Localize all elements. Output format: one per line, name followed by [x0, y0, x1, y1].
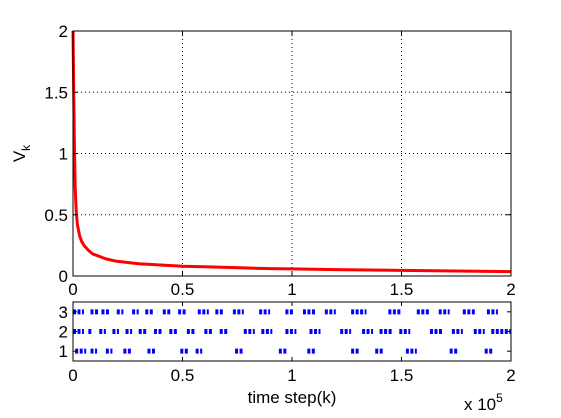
top-ticks — [72, 30, 512, 277]
top-y-tick-label: 2 — [59, 22, 68, 41]
bottom-x-axis-label: time step(k) — [248, 388, 337, 407]
bottom-y-tick-label: 2 — [59, 323, 68, 342]
top-y-tick-label: 1.5 — [44, 83, 68, 102]
bottom-x-tick-label: 1.5 — [390, 366, 414, 385]
bottom-x-tick-label: 1 — [287, 366, 296, 385]
top-x-tick-label: 2 — [506, 280, 515, 299]
top-series — [71, 30, 512, 274]
bottom-plot: 0 0.5 1 1.5 2 123 time step(k) x 105 — [59, 301, 516, 414]
bottom-ticks — [72, 302, 512, 361]
x-axis-multiplier: x 105 — [464, 391, 503, 413]
bottom-x-tick-label: 0.5 — [171, 366, 195, 385]
top-grid — [73, 31, 511, 276]
top-y-tick-label: 0 — [59, 267, 68, 286]
top-plot: 0 0.5 1 1.5 2 0 0.5 1 1.5 2 Vk — [10, 22, 516, 299]
bottom-series — [73, 309, 511, 354]
bottom-x-tick-label: 0 — [68, 366, 77, 385]
top-x-tick-label: 0 — [68, 280, 77, 299]
bottom-y-tick-labels: 123 — [59, 303, 68, 361]
bottom-x-tick-labels: 0 0.5 1 1.5 2 — [68, 366, 515, 385]
top-x-tick-labels: 0 0.5 1 1.5 2 — [68, 280, 515, 299]
top-y-tick-labels: 0 0.5 1 1.5 2 — [44, 22, 68, 286]
top-y-tick-label: 1 — [59, 145, 68, 164]
top-y-axis-label: Vk — [10, 144, 33, 162]
top-y-tick-label: 0.5 — [44, 206, 68, 225]
bottom-x-tick-label: 2 — [506, 366, 515, 385]
bottom-y-tick-label: 1 — [59, 342, 68, 361]
top-y-axis-label-subscript: k — [19, 144, 33, 151]
x-axis-multiplier-exponent: 5 — [496, 391, 503, 405]
top-x-tick-label: 1.5 — [390, 280, 414, 299]
vk-line — [71, 30, 512, 274]
top-y-axis-label-main: V — [10, 150, 29, 162]
x-axis-multiplier-base: x 10 — [464, 395, 496, 413]
bottom-y-tick-label: 3 — [59, 303, 68, 322]
top-x-tick-label: 0.5 — [171, 280, 195, 299]
top-x-tick-label: 1 — [287, 280, 296, 299]
